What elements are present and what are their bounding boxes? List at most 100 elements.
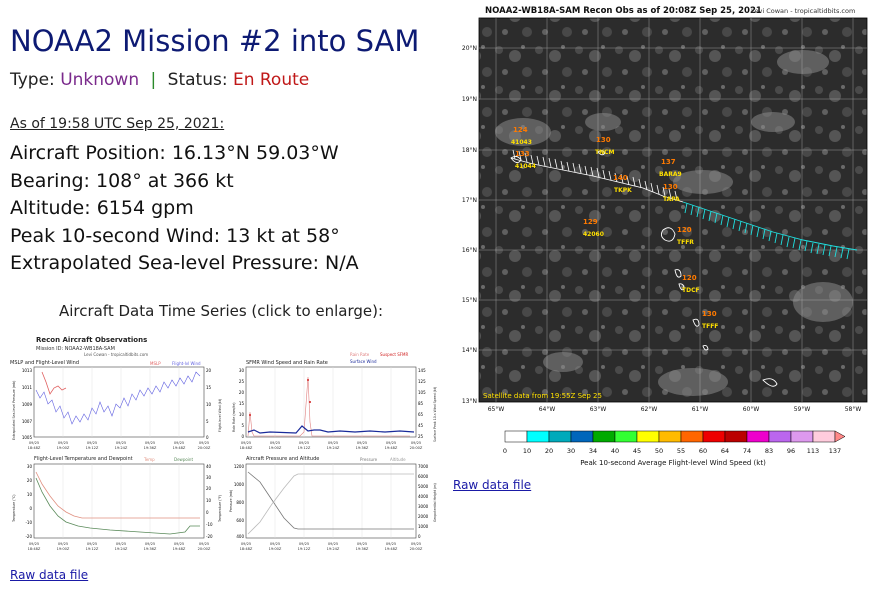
svg-text:10: 10 bbox=[27, 492, 33, 497]
flight-track-cyan bbox=[682, 201, 858, 260]
svg-text:55: 55 bbox=[677, 447, 685, 455]
svg-text:50: 50 bbox=[655, 447, 663, 455]
lat-label: 14°N bbox=[462, 347, 477, 354]
svg-text:19:36Z: 19:36Z bbox=[356, 446, 369, 450]
station-value: 133 bbox=[515, 150, 530, 158]
type-label: Type: bbox=[10, 70, 55, 90]
svg-text:19:36Z: 19:36Z bbox=[144, 547, 157, 551]
svg-text:09/25: 09/25 bbox=[116, 441, 126, 445]
svg-text:09/25: 09/25 bbox=[145, 542, 155, 546]
svg-text:5: 5 bbox=[241, 423, 244, 428]
timeseries-subtitle: Mission ID: NOAA2-WB18A-SAM bbox=[36, 346, 115, 352]
lat-label: 18°N bbox=[462, 147, 477, 154]
aircraft-bearing: Bearing: 108° at 366 kt bbox=[10, 169, 234, 192]
svg-text:Aircraft Pressure and Altitude: Aircraft Pressure and Altitude bbox=[246, 456, 319, 462]
satellite-note: Satellite data from 19:55Z Sep 25 bbox=[483, 392, 602, 400]
lon-label: 63°W bbox=[590, 406, 607, 413]
svg-text:400: 400 bbox=[236, 534, 244, 539]
svg-text:20:00Z: 20:00Z bbox=[198, 547, 211, 551]
svg-text:20: 20 bbox=[27, 478, 33, 483]
svg-text:09/25: 09/25 bbox=[174, 441, 184, 445]
svg-text:09/25: 09/25 bbox=[29, 441, 39, 445]
timeseries-title: Recon Aircraft Observations bbox=[36, 336, 147, 344]
svg-text:6000: 6000 bbox=[418, 474, 429, 479]
mission-info-panel: NOAA2 Mission #2 into SAM Type: Unknown … bbox=[10, 0, 450, 582]
station-id: TFFF bbox=[702, 323, 718, 330]
raw-data-link-map[interactable]: Raw data file bbox=[453, 478, 532, 492]
lat-label: 19°N bbox=[462, 96, 477, 103]
svg-text:20:00Z: 20:00Z bbox=[410, 446, 423, 450]
station-id: TAPA bbox=[663, 196, 680, 203]
svg-text:19:12Z: 19:12Z bbox=[86, 547, 99, 551]
svg-text:09/25: 09/25 bbox=[411, 441, 421, 445]
svg-text:40: 40 bbox=[206, 464, 212, 469]
svg-text:19:00Z: 19:00Z bbox=[269, 547, 282, 551]
svg-text:09/25: 09/25 bbox=[386, 542, 396, 546]
svg-text:4000: 4000 bbox=[418, 494, 429, 499]
station-id: TDCF bbox=[682, 287, 700, 294]
station-id: TNCM bbox=[595, 149, 615, 156]
svg-text:SFMR Wind Speed and Rain Rate: SFMR Wind Speed and Rain Rate bbox=[246, 360, 328, 366]
svg-text:09/25: 09/25 bbox=[241, 441, 251, 445]
svg-text:19:00Z: 19:00Z bbox=[57, 446, 70, 450]
lat-label: 15°N bbox=[462, 297, 477, 304]
lat-label: 16°N bbox=[462, 247, 477, 254]
svg-text:09/25: 09/25 bbox=[328, 542, 338, 546]
svg-text:7000: 7000 bbox=[418, 464, 429, 469]
status-label: Status: bbox=[167, 70, 228, 90]
wind-colorbar bbox=[504, 430, 846, 443]
svg-text:0: 0 bbox=[241, 434, 244, 439]
svg-text:09/25: 09/25 bbox=[29, 542, 39, 546]
svg-text:1000: 1000 bbox=[418, 524, 429, 529]
panel-mslp-wind: MSLP and Flight-Level Wind 1013 1011 100… bbox=[10, 360, 222, 440]
svg-text:-10: -10 bbox=[25, 520, 32, 525]
svg-text:Extrapolated Sea-level Pressur: Extrapolated Sea-level Pressure (mb) bbox=[12, 380, 16, 439]
svg-text:Surface Peak 10-s Wind Speed (: Surface Peak 10-s Wind Speed (kt) bbox=[433, 386, 437, 441]
svg-text:Rain Rate (mm/hr): Rain Rate (mm/hr) bbox=[232, 402, 236, 431]
svg-text:18:48Z: 18:48Z bbox=[240, 547, 253, 551]
lon-label: 64°W bbox=[539, 406, 556, 413]
svg-text:113: 113 bbox=[807, 447, 819, 455]
recon-map-image[interactable]: NOAA2-WB18A-SAM Recon Obs as of 20:08Z S… bbox=[453, 2, 873, 472]
svg-text:09/25: 09/25 bbox=[411, 542, 421, 546]
svg-text:09/25: 09/25 bbox=[328, 441, 338, 445]
lat-label: 20°N bbox=[462, 45, 477, 52]
svg-text:19:36Z: 19:36Z bbox=[356, 547, 369, 551]
svg-text:Dewpoint: Dewpoint bbox=[174, 457, 193, 462]
svg-text:Pressure (mb): Pressure (mb) bbox=[229, 489, 233, 511]
separator: | bbox=[150, 70, 157, 90]
svg-text:1005: 1005 bbox=[22, 435, 33, 440]
svg-text:1011: 1011 bbox=[22, 385, 33, 390]
svg-text:800: 800 bbox=[236, 500, 244, 505]
svg-text:25: 25 bbox=[239, 379, 245, 384]
type-status-line: Type: Unknown | Status: En Route bbox=[10, 70, 450, 90]
svg-text:1007: 1007 bbox=[22, 419, 33, 424]
svg-text:09/25: 09/25 bbox=[241, 542, 251, 546]
lon-label: 65°W bbox=[488, 406, 505, 413]
svg-text:Pressure: Pressure bbox=[360, 457, 378, 462]
svg-text:45: 45 bbox=[418, 423, 424, 428]
svg-text:0: 0 bbox=[29, 506, 32, 511]
panel-sfmr-rain: SFMR Wind Speed and Rain Rate 30 25 20 1… bbox=[232, 352, 437, 442]
timeseries-image[interactable]: Recon Aircraft Observations Mission ID: … bbox=[10, 331, 440, 557]
raw-data-link-timeseries[interactable]: Raw data file bbox=[10, 568, 89, 582]
svg-text:20: 20 bbox=[545, 447, 553, 455]
svg-text:09/25: 09/25 bbox=[87, 441, 97, 445]
svg-text:09/25: 09/25 bbox=[116, 542, 126, 546]
aircraft-altitude: Altitude: 6154 gpm bbox=[10, 197, 194, 219]
svg-text:19:00Z: 19:00Z bbox=[57, 547, 70, 551]
station-id: 42060 bbox=[583, 231, 604, 238]
station-value: 124 bbox=[513, 126, 528, 134]
station-value: 120 bbox=[682, 274, 697, 282]
svg-text:19:24Z: 19:24Z bbox=[115, 446, 128, 450]
svg-text:19:24Z: 19:24Z bbox=[115, 547, 128, 551]
station-value: 129 bbox=[583, 218, 598, 226]
svg-text:Temp: Temp bbox=[143, 457, 155, 462]
svg-text:19:12Z: 19:12Z bbox=[86, 446, 99, 450]
svg-text:30: 30 bbox=[27, 464, 33, 469]
svg-text:Flight-lvl Wind: Flight-lvl Wind bbox=[172, 361, 201, 366]
svg-text:19:24Z: 19:24Z bbox=[327, 446, 340, 450]
lon-label: 60°W bbox=[743, 406, 760, 413]
svg-text:137: 137 bbox=[829, 447, 841, 455]
peak-wind: Peak 10-second Wind: 13 kt at 58° bbox=[10, 224, 340, 247]
